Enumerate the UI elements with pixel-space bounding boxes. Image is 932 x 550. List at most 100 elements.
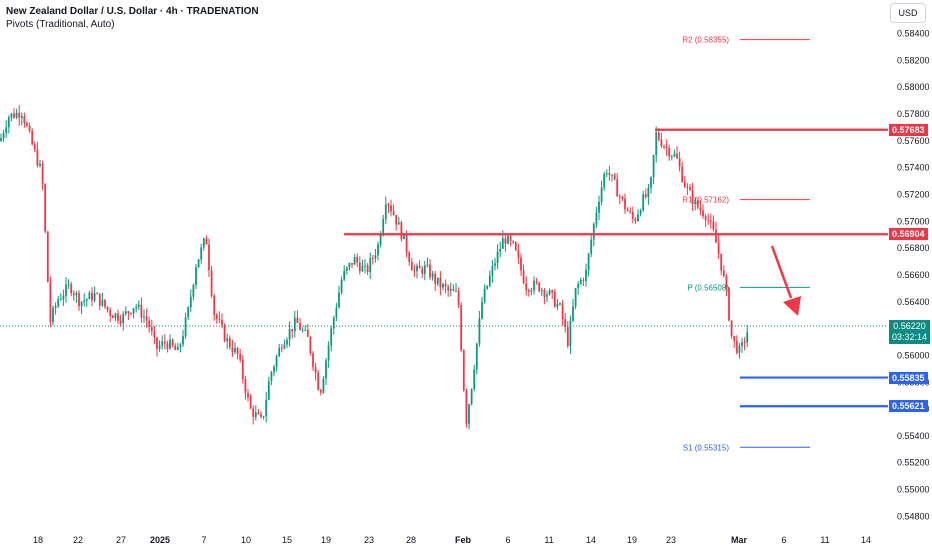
- candle-body: [605, 173, 608, 175]
- candle-body: [215, 314, 218, 319]
- candle-body: [169, 339, 171, 349]
- time-axis[interactable]: 18 22 27 2025 7 10 15 19 23 28 Feb 6 11 14 19 23 Mar 6 11 1…: [33, 535, 871, 545]
- candle-body: [322, 378, 325, 393]
- candle-body: [356, 256, 359, 263]
- candle-body: [678, 158, 681, 167]
- time-tick-label: 23: [364, 535, 374, 545]
- candle-body: [592, 223, 595, 240]
- candle-body: [382, 219, 385, 235]
- price-tick-label: 0.55200: [897, 458, 930, 468]
- candle-body: [608, 173, 611, 175]
- candle-body: [590, 239, 593, 254]
- candle-body: [442, 284, 444, 288]
- candle-body: [239, 353, 242, 360]
- candle-body: [80, 301, 83, 307]
- price-tick-label: 0.57000: [897, 216, 930, 226]
- candle-body: [145, 316, 148, 321]
- candle-body: [709, 220, 712, 222]
- candle-body: [140, 304, 143, 318]
- candle-body: [317, 372, 320, 390]
- candle-body: [741, 342, 743, 346]
- candle-body: [288, 329, 291, 340]
- candle-body: [15, 112, 18, 118]
- price-tick-label: 0.55400: [897, 431, 930, 441]
- candle-body: [707, 220, 710, 222]
- candle-body: [171, 339, 174, 346]
- candle-body: [28, 126, 31, 131]
- candle-body: [429, 264, 431, 278]
- candle-body: [96, 293, 99, 295]
- candle-body: [533, 280, 535, 291]
- candle-body: [475, 343, 478, 370]
- time-tick-label: 27: [116, 535, 126, 545]
- candle-body: [410, 261, 413, 271]
- candle-body: [455, 290, 457, 292]
- candle-body: [413, 270, 416, 272]
- candle-body: [384, 204, 387, 220]
- pivot-label-r2: R2 (0.58355): [682, 36, 729, 45]
- candle-body: [637, 214, 639, 222]
- candle-body: [182, 335, 184, 345]
- candle-body: [166, 343, 169, 349]
- candle-body: [657, 132, 660, 140]
- pivots-group: R2 (0.58355) R1 (0.57162) P (0.56508) S1 (0…: [682, 36, 810, 452]
- price-axis[interactable]: 0.58400 0.58200 0.58000 0.57800 0.57600 0.574…: [897, 29, 930, 522]
- candle-body: [488, 275, 491, 286]
- candle-body: [673, 153, 676, 157]
- candle-body: [520, 257, 522, 271]
- candle-body: [119, 320, 122, 324]
- candle-body: [631, 212, 634, 219]
- candle-body: [449, 289, 452, 291]
- candle-body: [743, 342, 746, 344]
- candle-body: [405, 234, 408, 253]
- candle-body: [54, 306, 57, 308]
- candle-body: [377, 244, 379, 256]
- candle-body: [338, 292, 340, 308]
- candle-body: [663, 146, 665, 148]
- candle-body: [59, 299, 62, 301]
- candle-body: [689, 187, 691, 191]
- down-arrow-annotation: [770, 245, 801, 316]
- candle-body: [483, 288, 486, 302]
- candle-body: [345, 267, 348, 271]
- candle-body: [478, 318, 481, 344]
- candle-body: [83, 300, 86, 302]
- price-tag-support-lower: 0.55621: [889, 400, 928, 413]
- time-tick-label: Feb: [455, 535, 472, 545]
- candle-body: [189, 296, 192, 308]
- candle-body: [226, 338, 229, 342]
- candle-body: [439, 277, 442, 288]
- candle-body: [712, 221, 715, 230]
- candle-body: [143, 316, 145, 318]
- price-tick-label: 0.58400: [897, 29, 930, 39]
- candle-body: [10, 113, 13, 118]
- candle-body: [569, 320, 572, 347]
- time-tick-label: 7: [201, 535, 206, 545]
- levels-group: [344, 128, 888, 408]
- candle-body: [314, 367, 317, 373]
- price-tick-label: 0.56400: [897, 297, 930, 307]
- candle-body: [44, 184, 47, 232]
- candle-body: [124, 311, 127, 314]
- currency-button[interactable]: USD: [890, 3, 926, 23]
- candle-body: [652, 155, 655, 178]
- candle-body: [509, 235, 512, 242]
- candle-body: [457, 290, 460, 306]
- candle-body: [530, 290, 533, 292]
- candle-body: [36, 149, 39, 166]
- price-tag-support-upper: 0.55835: [889, 371, 928, 384]
- candle-body: [514, 242, 517, 251]
- candle-body: [332, 317, 335, 329]
- candle-body: [642, 194, 645, 211]
- candle-body: [2, 133, 5, 138]
- candle-body: [280, 347, 283, 349]
- price-tag-resistance-lower: 0.56904: [889, 228, 928, 241]
- candle-body: [447, 286, 450, 291]
- candle-body: [104, 299, 106, 307]
- candle-body: [163, 341, 166, 344]
- time-tick-label: Mar: [731, 535, 748, 545]
- candle-body: [31, 130, 34, 145]
- candle-body: [5, 127, 8, 134]
- candle-body: [702, 210, 704, 217]
